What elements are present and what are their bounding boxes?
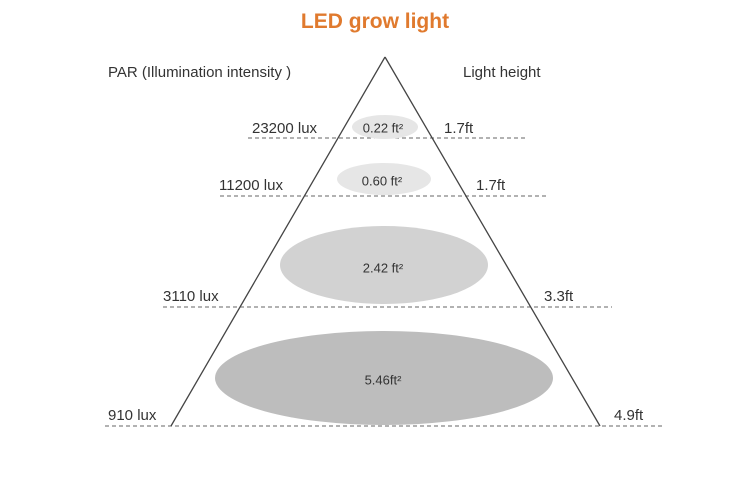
cone-right-edge (384, 56, 601, 427)
area-label-4: 5.46ft² (364, 372, 402, 388)
area-label-1: 0.22 ft² (362, 120, 404, 136)
height-label-4: 4.9ft (614, 407, 644, 424)
lux-label-3: 3110 lux (163, 288, 219, 305)
footprint-ellipse-4 (215, 331, 553, 425)
footprint-ellipse-3 (280, 226, 488, 304)
height-header: Light height (463, 64, 541, 81)
lux-label-4: 910 lux (108, 407, 157, 424)
par-header: PAR (Illumination intensity ) (108, 64, 292, 81)
area-label-2: 0.60 ft² (361, 173, 403, 189)
height-label-3: 3.3ft (544, 288, 574, 305)
footprint-ellipse-1 (352, 115, 418, 139)
cone-left-edge (170, 56, 386, 427)
footprint-ellipse-2 (337, 163, 431, 195)
diagram-title: LED grow light (300, 10, 450, 33)
lux-label-2: 11200 lux (219, 177, 283, 194)
height-label-1: 1.7ft (444, 120, 474, 137)
height-label-2: 1.7ft (476, 177, 506, 194)
lux-label-1: 23200 lux (252, 120, 318, 137)
area-label-3: 2.42 ft² (362, 260, 404, 276)
